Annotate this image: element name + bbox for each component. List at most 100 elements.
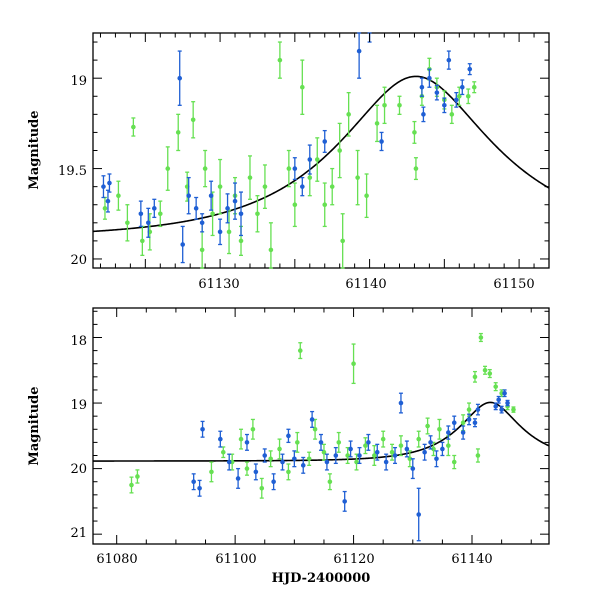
bottom-blue-data-point [324,453,330,471]
bottom-blue-data-point [472,418,478,428]
bottom-green-data-point [295,431,300,453]
bottom-y-tick-label-20: 20 [70,462,87,477]
top-blue-data-point [199,213,205,233]
bottom-green-data-point [286,463,291,481]
bottom-green-data-point [466,402,472,417]
top-blue-data-point [217,218,223,246]
top-blue-data-point [307,144,313,175]
top-green-data-point [300,59,305,115]
bottom-green-data-point [363,437,368,455]
top-green-data-point [247,155,253,200]
bottom-y-axis-title: Magnitude [27,386,42,465]
bottom-green-data-point [297,342,303,360]
bottom-blue-data-point [253,463,259,481]
top-plot-frame [92,32,550,269]
bottom-green-data-point [321,443,327,461]
top-green-data-point [165,146,171,191]
top-green-data-point [412,120,417,144]
top-y-axis-title: Magnitude [27,110,42,189]
bottom-blue-data-point [366,433,371,451]
top-green-data-point [140,225,145,256]
top-blue-data-point [138,200,144,228]
top-green-data-point [329,167,335,206]
top-green-data-point [190,101,196,139]
top-blue-data-point [442,97,447,114]
top-blue-data-point [446,50,452,70]
top-y-tick-label-20: 20 [70,253,87,268]
bottom-green-data-point [482,365,488,375]
top-green-data-point [226,209,232,255]
top-blue-data-point [177,50,183,106]
bottom-green-data-point [478,332,484,343]
bottom-green-data-point [209,461,214,483]
bottom-blue-data-point [200,420,205,438]
bottom-green-data-point [250,418,256,440]
bottom-blue-data-point [300,456,306,474]
bottom-panel: 61080 61100 61120 61140 18 19 20 21 Magn… [27,307,550,586]
top-green-data-point [355,149,360,206]
top-blue-data-point [434,84,440,101]
bottom-x-axis-title: HJD-2400000 [272,571,371,586]
bottom-green-data-point [380,430,386,448]
bottom-blue-data-point [422,443,427,461]
top-green-data-point [292,182,298,228]
bottom-green-data-point [416,430,422,448]
bottom-blue-data-point [446,425,451,440]
top-green-data-point [175,113,181,152]
bottom-blue-data-point [440,441,445,457]
bottom-green-data-point [493,382,499,392]
bottom-blue-data-point [292,450,297,468]
bottom-green-data-point [425,417,430,435]
top-blue-data-point [356,32,362,79]
bottom-blue-data-point [502,389,507,398]
bottom-y-tick-label-21: 21 [70,526,87,541]
top-green-data-point [116,180,121,211]
bottom-green-data-point [431,441,436,457]
top-blue-data-point [322,129,328,153]
bottom-blue-data-point [218,430,223,448]
bottom-green-data-point [244,461,250,476]
top-green-data-point [125,204,130,242]
top-green-data-point [346,92,351,137]
bottom-blue-data-point [333,446,339,465]
bottom-blue-data-point [398,392,404,414]
bottom-green-data-point [472,370,478,383]
top-y-tick-label-19: 19 [70,74,87,89]
top-y-tick-label-19-5: 19.5 [58,164,87,179]
top-green-data-point [397,95,402,115]
bottom-blue-data-point [505,399,510,407]
top-green-data-point [157,200,163,228]
bottom-blue-data-point [434,450,439,468]
bottom-axis-ticks [93,308,549,544]
bottom-blue-data-point [466,413,472,426]
top-green-data-point [322,182,328,228]
top-blue-data-point [193,196,199,220]
bottom-blue-data-point [493,402,499,411]
bottom-green-data-point [398,435,404,457]
bottom-blue-data-point [499,405,504,414]
top-green-data-point [314,137,320,182]
top-blue-data-point [146,207,151,238]
bottom-green-data-point [336,431,342,453]
bottom-blue-data-point [348,440,353,458]
bottom-blue-data-point [416,487,422,542]
bottom-x-tick-label-61100: 61100 [215,552,256,567]
bottom-green-data-point [220,446,226,459]
top-green-data-point [374,104,380,143]
bottom-blue-data-point [451,415,457,430]
bottom-green-data-point [407,450,413,468]
bottom-y-tick-label-19: 19 [70,398,87,413]
top-blue-data-point [459,79,465,96]
bottom-blue-data-point [383,453,389,471]
top-blue-data-point [454,92,459,108]
bottom-green-data-point [389,443,395,461]
bottom-blue-data-point [404,440,410,458]
bottom-blue-data-point [309,410,315,428]
bottom-green-data-point [135,469,140,484]
top-blue-data-point [427,68,432,88]
bottom-green-data-point [437,418,442,440]
top-x-tick-label-61150: 61150 [493,277,534,292]
top-blue-data-point [101,175,106,199]
bottom-x-tick-label-61120: 61120 [333,552,374,567]
top-model-curve [92,75,550,233]
